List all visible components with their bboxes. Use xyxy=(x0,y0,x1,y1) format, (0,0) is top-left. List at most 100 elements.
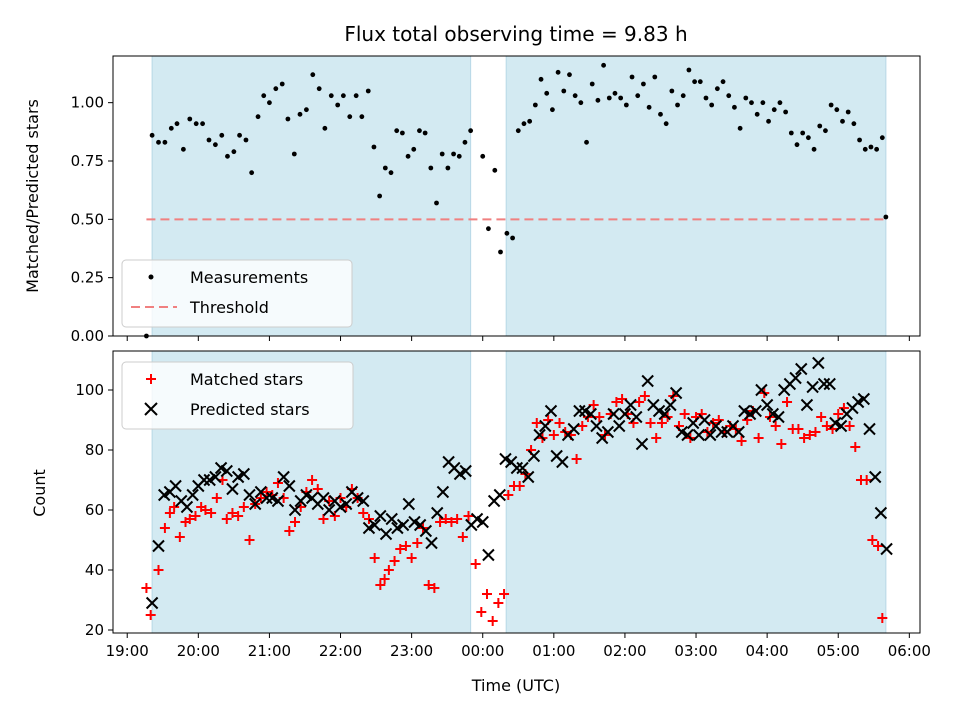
predicted-star-point xyxy=(209,470,222,484)
measurement-point xyxy=(669,88,675,94)
measurement-point xyxy=(156,139,161,145)
predicted-star-point xyxy=(834,419,848,433)
measurement-point xyxy=(237,132,242,138)
measurement-point xyxy=(567,72,572,78)
matched-star-point xyxy=(206,508,217,518)
predicted-star-point xyxy=(607,407,620,421)
x-tick-label: 02:00 xyxy=(603,642,646,660)
measurement-point xyxy=(480,153,486,159)
matched-star-point xyxy=(470,559,481,569)
predicted-star-point xyxy=(197,473,211,487)
top-legend: Measurements Threshold xyxy=(121,259,353,328)
measurement-point xyxy=(817,123,823,129)
x-tick-label: 05:00 xyxy=(817,642,860,660)
predicted-star-point xyxy=(664,398,677,412)
matched-star-point xyxy=(645,418,656,428)
x-tick-label: 06:00 xyxy=(888,642,931,660)
legend-matched-marker xyxy=(146,374,156,384)
x-tick-label: 01:00 xyxy=(532,642,575,660)
top-shaded-window xyxy=(505,55,887,337)
matched-star-point xyxy=(776,439,787,449)
measurement-point xyxy=(720,79,726,85)
predicted-star-point xyxy=(436,485,450,499)
matched-star-point xyxy=(383,565,394,575)
x-tick-label: 20:00 xyxy=(177,642,220,660)
matched-star-point xyxy=(227,508,238,518)
predicted-star-point xyxy=(510,461,524,475)
matched-star-point xyxy=(651,433,662,443)
top-y-tick-label: 1.00 xyxy=(71,94,104,112)
measurement-point xyxy=(788,130,794,136)
matched-star-point xyxy=(412,538,423,548)
measurement-point xyxy=(862,146,868,152)
measurement-point xyxy=(219,132,225,138)
measurement-point xyxy=(652,74,658,80)
predicted-star-point xyxy=(618,407,632,421)
predicted-star-point xyxy=(186,488,199,502)
x-axis-label: Time (UTC) xyxy=(471,676,560,695)
measurement-point xyxy=(732,104,737,110)
matched-star-point xyxy=(159,523,170,533)
predicted-star-point xyxy=(817,377,831,391)
measurement-point xyxy=(462,139,468,145)
predicted-star-point xyxy=(795,362,808,376)
predicted-star-point xyxy=(880,542,893,556)
predicted-star-point xyxy=(806,380,819,394)
predicted-star-point xyxy=(482,548,495,562)
top-y-tick-label: 0.25 xyxy=(71,269,104,287)
matched-star-point xyxy=(440,514,451,524)
matched-star-point xyxy=(867,535,878,545)
predicted-star-point xyxy=(823,377,836,391)
measurement-point xyxy=(641,81,646,87)
measurement-point xyxy=(777,100,783,106)
measurement-point xyxy=(555,69,561,75)
measurement-point xyxy=(840,118,845,124)
predicted-star-point xyxy=(248,497,262,511)
predicted-star-point xyxy=(317,491,330,505)
matched-star-point xyxy=(211,493,222,503)
measurement-point xyxy=(879,135,885,141)
measurement-point xyxy=(399,130,405,136)
measurement-point xyxy=(335,102,341,108)
measurement-point xyxy=(828,102,834,108)
predicted-star-point xyxy=(573,404,586,418)
measurement-point xyxy=(515,128,521,134)
measurement-point xyxy=(589,81,595,87)
matched-star-point xyxy=(141,583,152,593)
matched-star-point xyxy=(850,442,861,452)
x-tick-label: 23:00 xyxy=(390,642,433,660)
measurement-point xyxy=(445,165,451,171)
legend-matched-label: Matched stars xyxy=(190,370,303,389)
measurement-point xyxy=(663,121,669,127)
matched-star-point xyxy=(174,532,185,542)
predicted-star-point xyxy=(698,413,711,427)
measurement-point xyxy=(249,170,255,176)
matched-star-point xyxy=(261,487,272,497)
legend-measurements-label: Measurements xyxy=(190,268,308,287)
matched-star-point xyxy=(169,502,180,512)
matched-star-point xyxy=(588,400,599,410)
matched-star-point xyxy=(238,502,249,512)
measurement-point xyxy=(193,121,199,127)
measurement-point xyxy=(851,121,857,127)
predicted-star-point xyxy=(152,539,165,553)
measurement-point xyxy=(291,151,297,157)
measurement-point xyxy=(857,137,862,143)
measurement-point xyxy=(686,67,692,73)
measurement-point xyxy=(279,81,285,87)
predicted-star-point xyxy=(658,407,671,421)
predicted-star-point xyxy=(863,422,876,436)
matched-star-point xyxy=(446,517,457,527)
predicted-star-point xyxy=(686,416,700,430)
measurement-point xyxy=(261,93,267,99)
matched-star-point xyxy=(457,532,468,542)
matched-star-point xyxy=(476,607,487,617)
measurement-point xyxy=(347,114,353,120)
matched-star-point xyxy=(395,544,406,554)
measurement-point xyxy=(456,153,462,159)
measurement-point xyxy=(417,128,422,134)
matched-star-point xyxy=(833,409,844,419)
matched-star-point xyxy=(379,574,390,584)
measurement-point xyxy=(646,104,652,110)
measurement-point xyxy=(868,144,874,150)
